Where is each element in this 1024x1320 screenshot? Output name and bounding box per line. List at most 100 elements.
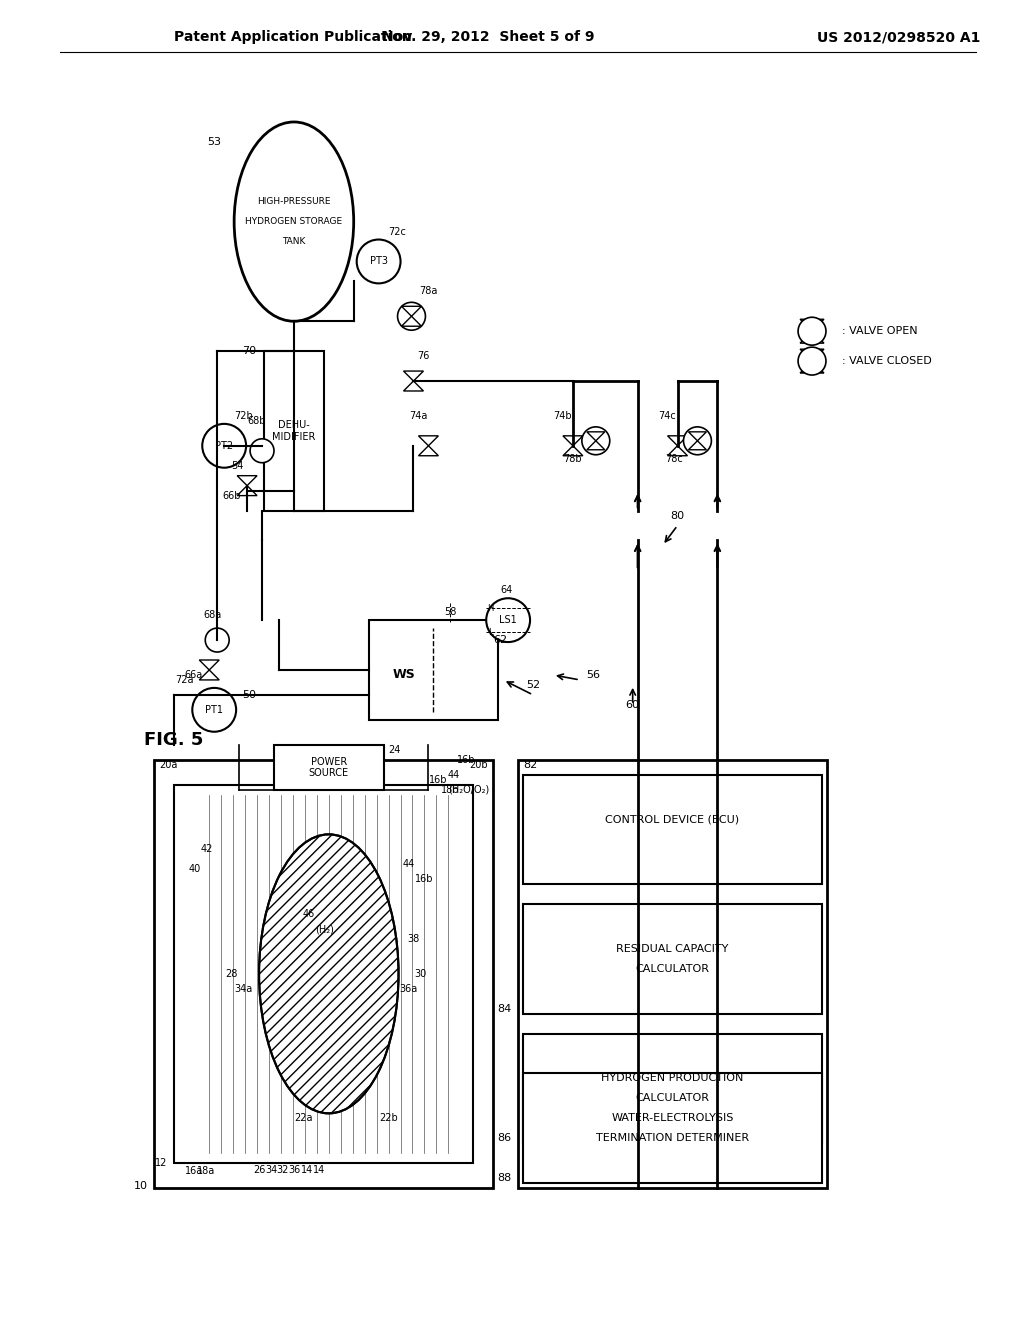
Text: 42: 42 bbox=[201, 845, 213, 854]
Circle shape bbox=[250, 438, 274, 463]
Polygon shape bbox=[200, 660, 219, 671]
Text: 20b: 20b bbox=[470, 759, 488, 770]
Text: PT1: PT1 bbox=[205, 705, 223, 715]
Text: HYDROGEN STORAGE: HYDROGEN STORAGE bbox=[246, 216, 342, 226]
Circle shape bbox=[356, 239, 400, 284]
Text: (H₂O/O₂): (H₂O/O₂) bbox=[447, 784, 488, 795]
Text: HIGH-PRESSURE: HIGH-PRESSURE bbox=[257, 197, 331, 206]
Text: 28: 28 bbox=[225, 969, 238, 979]
Text: US 2012/0298520 A1: US 2012/0298520 A1 bbox=[817, 30, 980, 45]
Bar bbox=[274, 744, 384, 789]
Text: 34: 34 bbox=[265, 1166, 278, 1175]
Text: 78a: 78a bbox=[419, 286, 437, 297]
Text: Nov. 29, 2012  Sheet 5 of 9: Nov. 29, 2012 Sheet 5 of 9 bbox=[382, 30, 595, 45]
Text: WS: WS bbox=[392, 668, 415, 681]
Text: : VALVE CLOSED: : VALVE CLOSED bbox=[842, 356, 932, 366]
Text: 88: 88 bbox=[497, 1173, 511, 1183]
Text: 66b: 66b bbox=[222, 491, 241, 500]
Text: 32: 32 bbox=[276, 1166, 289, 1175]
Bar bbox=[155, 759, 494, 1188]
Text: 16a: 16a bbox=[185, 1166, 204, 1176]
Text: 78b: 78b bbox=[563, 454, 583, 463]
Polygon shape bbox=[800, 348, 824, 362]
Text: 16b: 16b bbox=[429, 775, 447, 784]
Polygon shape bbox=[668, 446, 687, 455]
Text: 50: 50 bbox=[242, 690, 256, 700]
Text: 18b: 18b bbox=[441, 784, 460, 795]
Text: 26: 26 bbox=[253, 1166, 265, 1175]
Polygon shape bbox=[403, 371, 424, 381]
Circle shape bbox=[683, 426, 712, 455]
Polygon shape bbox=[238, 475, 257, 486]
Text: Patent Application Publication: Patent Application Publication bbox=[174, 30, 412, 45]
Polygon shape bbox=[563, 446, 583, 455]
Text: 53: 53 bbox=[207, 137, 221, 147]
Text: 18a: 18a bbox=[197, 1166, 215, 1176]
Polygon shape bbox=[200, 671, 219, 680]
Circle shape bbox=[798, 347, 826, 375]
Text: 14: 14 bbox=[301, 1166, 313, 1175]
Text: 84: 84 bbox=[497, 1003, 511, 1014]
Text: 36: 36 bbox=[289, 1166, 301, 1175]
Polygon shape bbox=[563, 436, 583, 446]
Circle shape bbox=[582, 426, 609, 455]
Polygon shape bbox=[419, 436, 438, 446]
Text: 76: 76 bbox=[417, 351, 430, 362]
Text: PT2: PT2 bbox=[215, 441, 233, 451]
Text: 72c: 72c bbox=[388, 227, 407, 236]
Text: 72a: 72a bbox=[175, 675, 194, 685]
Bar bbox=[174, 784, 473, 1163]
Text: CALCULATOR: CALCULATOR bbox=[636, 964, 710, 974]
Text: 16b: 16b bbox=[457, 755, 475, 764]
Text: 70: 70 bbox=[242, 346, 256, 356]
Text: 44: 44 bbox=[402, 859, 415, 870]
Polygon shape bbox=[587, 441, 605, 450]
Polygon shape bbox=[800, 362, 824, 374]
Text: H: H bbox=[487, 603, 494, 612]
Polygon shape bbox=[587, 432, 605, 441]
Circle shape bbox=[193, 688, 237, 731]
Ellipse shape bbox=[259, 834, 398, 1113]
Circle shape bbox=[397, 302, 425, 330]
Bar bbox=[369, 620, 499, 719]
Polygon shape bbox=[688, 441, 707, 450]
Polygon shape bbox=[401, 306, 422, 317]
Text: 22b: 22b bbox=[379, 1113, 398, 1123]
Polygon shape bbox=[419, 446, 438, 455]
Polygon shape bbox=[403, 381, 424, 391]
Text: 82: 82 bbox=[523, 759, 538, 770]
Text: POWER
SOURCE: POWER SOURCE bbox=[308, 756, 349, 779]
Text: DEHU-
MIDIFIER: DEHU- MIDIFIER bbox=[272, 420, 315, 442]
Text: L: L bbox=[487, 627, 493, 636]
Text: LS1: LS1 bbox=[500, 615, 517, 626]
Text: (H₂): (H₂) bbox=[315, 924, 334, 935]
Text: 12: 12 bbox=[155, 1158, 167, 1168]
Text: 74a: 74a bbox=[410, 411, 428, 421]
Bar bbox=[264, 351, 324, 511]
Text: 36a: 36a bbox=[399, 983, 418, 994]
Text: 20a: 20a bbox=[160, 759, 178, 770]
Circle shape bbox=[203, 424, 246, 467]
Text: 74c: 74c bbox=[658, 411, 677, 421]
Bar bbox=[523, 904, 822, 1014]
Text: 24: 24 bbox=[388, 744, 401, 755]
Text: 34a: 34a bbox=[234, 983, 252, 994]
Text: 72b: 72b bbox=[234, 411, 253, 421]
Text: CONTROL DEVICE (ECU): CONTROL DEVICE (ECU) bbox=[605, 814, 739, 825]
Polygon shape bbox=[668, 436, 687, 446]
Bar bbox=[523, 1034, 822, 1143]
Text: HYDROGEN PRODUCTION: HYDROGEN PRODUCTION bbox=[601, 1073, 743, 1084]
Polygon shape bbox=[800, 319, 824, 331]
Text: 74b: 74b bbox=[554, 411, 572, 421]
Ellipse shape bbox=[234, 121, 353, 321]
Text: TERMINATION DETERMINER: TERMINATION DETERMINER bbox=[596, 1134, 750, 1143]
Text: 86: 86 bbox=[497, 1134, 511, 1143]
Text: CALCULATOR: CALCULATOR bbox=[636, 1093, 710, 1104]
Bar bbox=[523, 1073, 822, 1183]
Text: 80: 80 bbox=[671, 511, 685, 520]
Text: 68b: 68b bbox=[248, 416, 266, 426]
Text: PT3: PT3 bbox=[370, 256, 388, 267]
Text: 62: 62 bbox=[494, 635, 507, 645]
Text: RESIDUAL CAPACITY: RESIDUAL CAPACITY bbox=[616, 944, 729, 954]
Text: 14: 14 bbox=[312, 1166, 325, 1175]
